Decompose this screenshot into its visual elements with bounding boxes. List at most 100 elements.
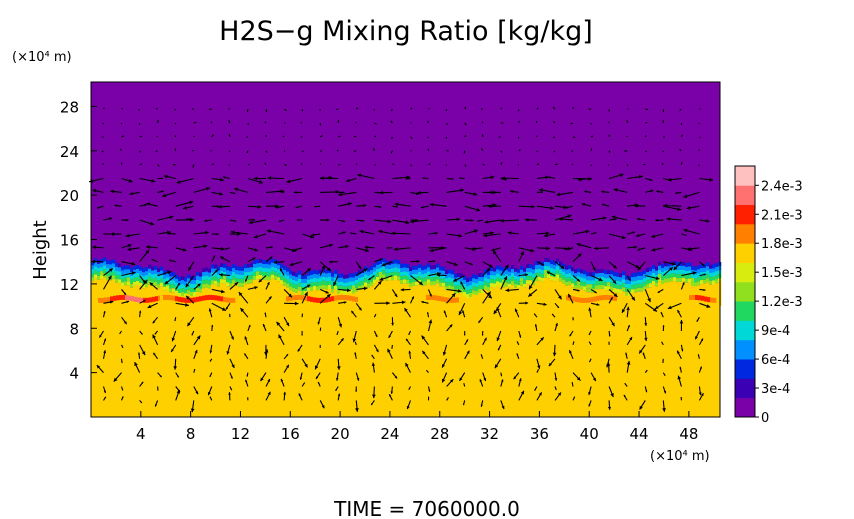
field-cell [484,289,488,306]
field-cell [109,280,113,306]
field-cell [559,265,563,270]
wind-vector-head [125,233,130,238]
field-cell [316,278,320,283]
field-cell [370,270,374,275]
field-cell [694,282,698,287]
field-cell [307,287,311,292]
field-cell [487,290,491,306]
field-cell [595,281,599,286]
wind-vector-head [484,219,489,224]
field-cell [566,295,570,301]
wind-vector-head [679,320,684,324]
wind-vector-head [427,396,430,398]
field-cell [508,279,512,284]
colorbar-swatch [735,223,755,244]
field-cell [253,268,257,272]
wind-vector-head [219,191,223,196]
field-cell [637,291,641,306]
field-cell [532,285,536,306]
wind-vector-head [254,286,258,290]
field-cell [526,264,530,269]
wind-vector [644,135,647,138]
wind-vector-head [346,288,351,293]
wind-vector [680,161,683,165]
field-cell [466,294,470,299]
field-cell [445,286,449,291]
field-cell [217,274,221,279]
wind-vector-head [543,302,547,306]
wind-vector-head [335,190,340,194]
field-cell [175,282,179,287]
wind-vector-head [171,349,174,352]
field-cell [148,272,152,277]
field-cell [709,268,713,273]
wind-vector [552,106,556,110]
wind-vector-head [355,390,358,392]
field-cell [370,286,374,306]
field-cell [397,280,401,306]
field-cell [91,261,95,266]
wind-vector [157,164,160,167]
field-cell [361,280,365,285]
field-cell [382,258,386,263]
wind-vector-head [298,393,302,397]
field-cell [496,269,500,274]
field-cell [580,269,584,274]
field-cell [295,284,299,289]
wind-vector-head [655,276,660,281]
field-cell [361,272,365,277]
field-cell [98,297,102,303]
field-cell [361,288,365,306]
field-cell [211,268,215,273]
field-cell [106,264,110,269]
x-tick-label: 24 [380,425,399,443]
field-cell [101,297,105,303]
wind-vector-head [429,248,434,253]
field-cell [692,294,696,300]
field-cell [403,263,407,268]
field-cell [547,262,551,267]
field-cell [445,278,449,283]
x-tick-label: 16 [281,425,300,443]
colorbar-swatch [735,262,755,283]
field-cell [181,284,185,289]
field-cell [121,278,125,283]
wind-vector-head [301,334,303,336]
field-cell [136,277,140,281]
field-cell [550,264,554,269]
field-cell [432,295,436,301]
field-cell [586,288,590,293]
field-cell [97,267,101,272]
field-cell [187,278,191,283]
field-lower-layer [91,292,720,417]
field-cell [124,269,128,274]
wind-vector-head [204,219,207,222]
field-cell [685,274,689,279]
field-cell [686,295,690,301]
field-cell [538,276,542,281]
wind-vector [301,150,304,153]
field-cell [151,274,155,279]
wind-vector-head [112,232,116,236]
field-cell [619,293,623,306]
wind-vector-head [474,229,479,233]
wind-vector-head [447,397,449,399]
field-cell [637,279,641,284]
wind-vector-head [488,264,493,268]
field-cell [139,282,143,287]
wind-vector-head [394,202,399,207]
field-cell [415,265,419,270]
wind-vector-head [646,370,648,372]
field-cell [448,285,452,290]
wind-vector-head [279,220,281,222]
field-cell [643,270,647,275]
wind-vector-head [488,294,492,299]
field-cell [385,260,389,265]
field-cell [325,281,329,286]
field-cell [496,265,500,270]
wind-vector-head [343,231,346,234]
field-cell [610,270,614,275]
field-cell [511,281,515,286]
wind-vector-head [206,186,211,191]
field-cell [664,262,668,267]
